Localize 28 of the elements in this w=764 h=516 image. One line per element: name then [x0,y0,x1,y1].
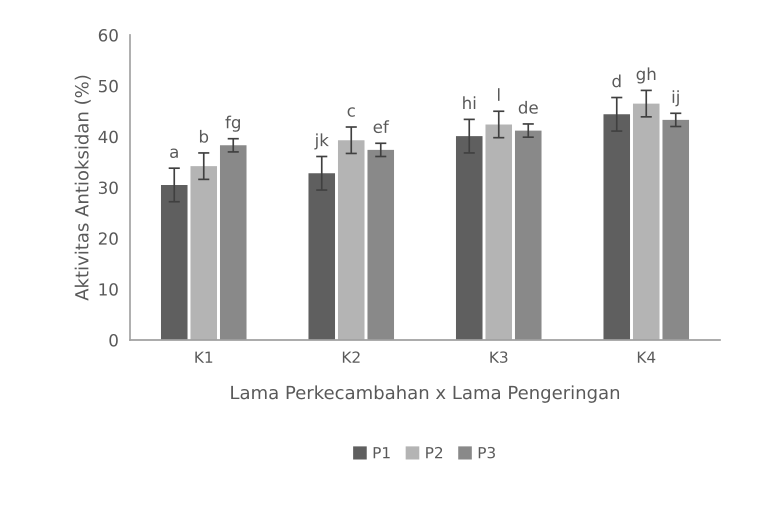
y-tick-label: 20 [98,232,118,245]
x-tick-label: K3 [490,351,508,363]
y-tick-label: 40 [98,130,118,144]
data-label: b [200,130,208,143]
data-label: c [348,107,355,117]
y-tick-label: 30 [98,181,118,194]
x-tick-label: K1 [195,352,212,363]
y-tick-label: 60 [98,28,118,42]
legend-label: P1 [374,447,390,458]
x-axis-title: Lama Perkecambahan x Lama Pengeringan [231,385,620,403]
legend-label: P2 [426,446,442,458]
x-tick-label: K4 [638,352,656,363]
data-label: d [612,74,621,88]
legend-label: P3 [478,446,495,458]
y-tick-label: 50 [98,80,118,92]
data-label: a [170,148,178,158]
y-tick-label: 0 [109,334,118,347]
y-axis-title: Aktivitas Antioksidan (%) [74,76,91,301]
data-label: l [498,88,500,101]
x-tick-label: K2 [342,351,360,363]
data-label: ij [672,90,679,106]
data-label: de [518,100,538,114]
y-tick-label: 10 [100,283,118,296]
data-label: gh [636,67,656,84]
data-label: ef [374,120,390,134]
data-label: hi [463,96,476,109]
data-label: fg [225,116,240,132]
data-label: jk [314,133,329,150]
